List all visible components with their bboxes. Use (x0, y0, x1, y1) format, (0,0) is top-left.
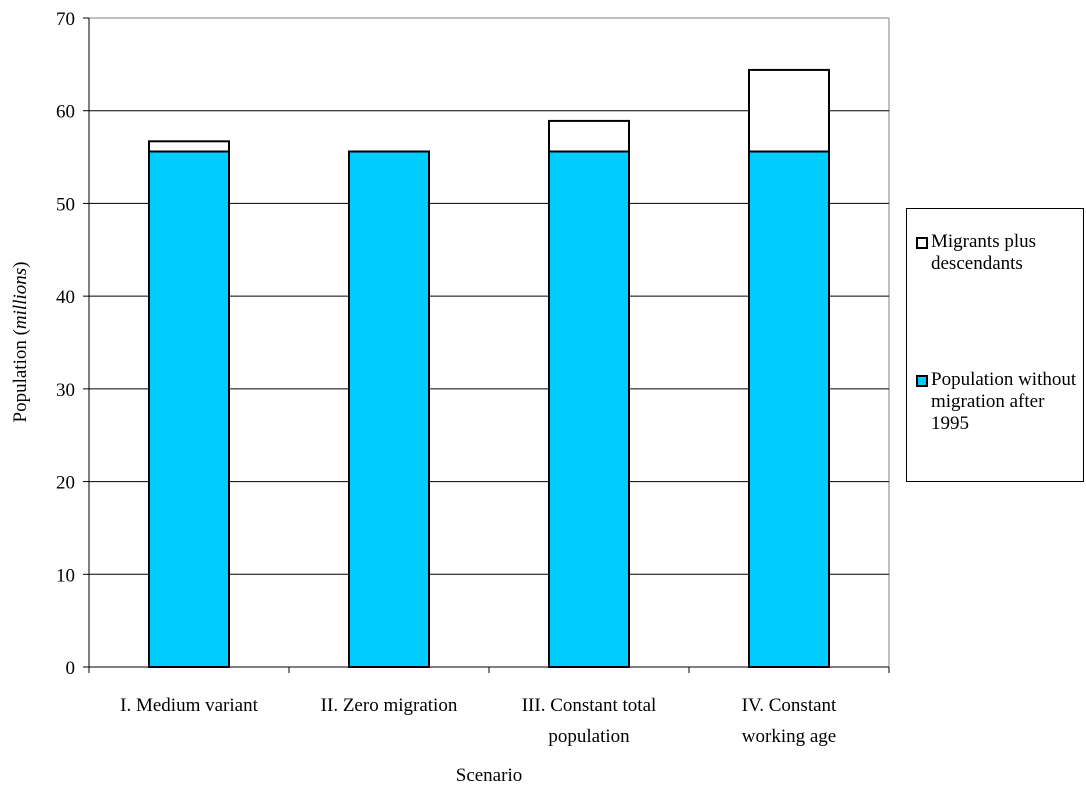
y-tick-label: 30 (56, 380, 75, 401)
y-tick-labels: 0 10 20 30 40 50 60 70 (56, 9, 75, 679)
legend-item-population: Population without migration after 1995 (916, 369, 1081, 435)
bar-population-without-migration (348, 150, 430, 669)
x-tick-label: I. Medium variant (120, 695, 258, 716)
legend-label-migrants: Migrants plus descendants (931, 231, 1037, 274)
y-tick-label: 40 (56, 287, 75, 308)
x-tick-label: III. Constant total (522, 695, 657, 716)
legend: Migrants plus descendants Population wit… (906, 208, 1084, 482)
y-tick-label: 10 (56, 565, 75, 586)
legend-item-migrants: Migrants plus descendants (916, 231, 1081, 275)
x-tick-label: II. Zero migration (321, 695, 458, 716)
y-tick-label: 60 (56, 102, 75, 123)
legend-swatch-population (916, 375, 928, 387)
bars (148, 68, 830, 669)
x-axis-label: Scenario (456, 765, 522, 786)
x-tick-label: IV. Constant (742, 695, 837, 716)
y-axis-label: Population (millions) (10, 262, 31, 423)
bar-population-without-migration (748, 150, 830, 669)
x-tick-label: population (548, 726, 630, 747)
bar-migrants-plus-descendants (748, 68, 830, 153)
x-tick-labels: I. Medium variant II. Zero migration III. … (120, 695, 837, 747)
bar-population-without-migration (548, 150, 630, 669)
x-tick-label: working age (742, 726, 836, 747)
bar-population-without-migration (148, 150, 230, 669)
y-tick-label: 0 (66, 658, 76, 679)
legend-swatch-migrants (916, 237, 928, 249)
bar-migrants-plus-descendants (548, 119, 630, 153)
y-tick-label: 20 (56, 473, 75, 494)
y-tick-label: 50 (56, 194, 75, 215)
axes (83, 17, 890, 673)
bar-migrants-plus-descendants (148, 140, 230, 153)
legend-label-population: Population without migration after 1995 (931, 369, 1077, 434)
y-tick-label: 70 (56, 9, 75, 30)
